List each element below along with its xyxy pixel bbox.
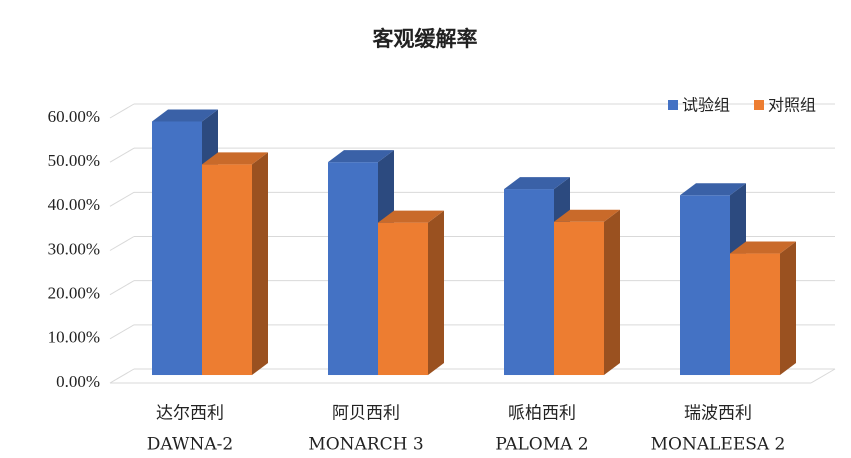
grid-line-side [109, 324, 135, 340]
grid-line-side [109, 280, 135, 296]
grid-line-side [109, 368, 135, 384]
bar-side [252, 152, 268, 376]
bar [202, 164, 252, 376]
bar-top [554, 209, 620, 222]
bar-side [780, 241, 796, 376]
chart-title: 客观缓解率 [373, 27, 478, 51]
y-tick-label: 50.00% [48, 151, 100, 170]
bar [504, 189, 554, 376]
y-tick-label: 30.00% [48, 239, 100, 258]
y-tick-label: 0.00% [56, 372, 100, 391]
bar-side [604, 209, 620, 376]
bar-top [730, 241, 796, 254]
y-tick-label: 10.00% [48, 328, 100, 347]
legend-swatch [668, 100, 678, 110]
bar-top [202, 152, 268, 165]
bar [680, 195, 730, 376]
x-tick-sublabel: DAWNA-2 [147, 435, 233, 455]
y-tick-label: 40.00% [48, 195, 100, 214]
x-tick-sublabel: MONARCH 3 [308, 435, 423, 455]
bar [730, 253, 780, 376]
bar-top [680, 183, 746, 196]
bar [152, 121, 202, 376]
bar [328, 162, 378, 376]
x-tick-label: 哌柏西利 [508, 404, 576, 424]
floor-edge [810, 368, 836, 384]
x-tick-label: 瑞波西利 [684, 404, 752, 424]
bar [378, 222, 428, 376]
bar-top [504, 177, 570, 190]
legend-swatch [754, 100, 764, 110]
x-tick-label: 阿贝西利 [332, 404, 400, 424]
bar-side [428, 210, 444, 376]
grid-line-side [109, 103, 135, 119]
grid-line-side [109, 147, 135, 163]
x-tick-label: 达尔西利 [156, 404, 224, 424]
x-tick-sublabel: PALOMA 2 [495, 435, 588, 455]
y-tick-label: 20.00% [48, 284, 100, 303]
bar-top [378, 210, 444, 223]
y-tick-label: 60.00% [48, 107, 100, 126]
bar [554, 221, 604, 376]
legend-label: 试验组 [682, 96, 730, 115]
grid-line-side [109, 191, 135, 207]
grid-line-side [109, 236, 135, 251]
legend-label: 对照组 [768, 96, 816, 115]
x-tick-sublabel: MONALEESA 2 [651, 435, 786, 455]
bar-top [328, 150, 394, 163]
bar-top [152, 109, 218, 122]
